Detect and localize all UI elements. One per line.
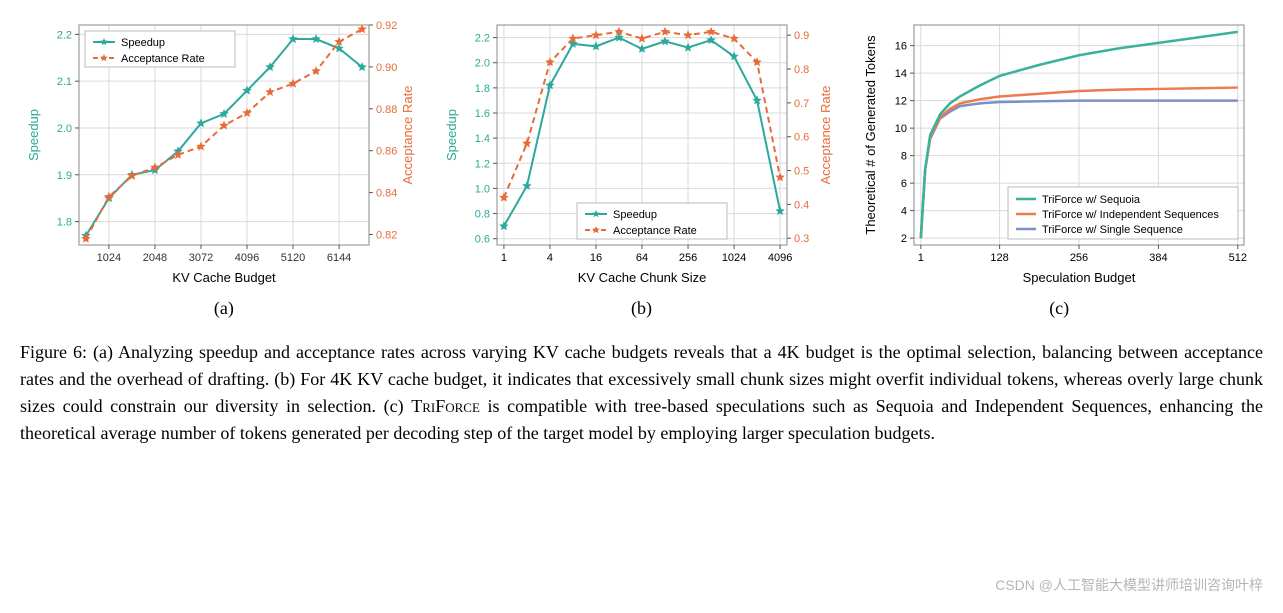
- figure-caption: Figure 6: (a) Analyzing speedup and acce…: [20, 339, 1263, 447]
- svg-text:1.8: 1.8: [474, 83, 489, 95]
- svg-text:0.4: 0.4: [794, 199, 809, 211]
- svg-text:2048: 2048: [143, 252, 167, 264]
- svg-text:Acceptance Rate: Acceptance Rate: [613, 225, 697, 237]
- svg-text:0.9: 0.9: [794, 30, 809, 42]
- svg-text:128: 128: [991, 252, 1009, 264]
- svg-text:0.6: 0.6: [474, 234, 489, 246]
- panel-a: 1.8 1.9 2.0 2.1 2.2 0.82 0.84 0.86 0.88 0.90 0.92 1…: [20, 10, 428, 319]
- caption-triforce: TriForce: [411, 396, 480, 416]
- svg-text:1.0: 1.0: [474, 183, 489, 195]
- chart-a-svg: 1.8 1.9 2.0 2.1 2.2 0.82 0.84 0.86 0.88 0.90 0.92 1…: [24, 10, 424, 290]
- svg-text:384: 384: [1149, 252, 1167, 264]
- svg-text:10: 10: [895, 123, 907, 135]
- svg-text:0.5: 0.5: [794, 166, 809, 178]
- svg-text:1.4: 1.4: [474, 133, 489, 145]
- svg-text:2.1: 2.1: [57, 76, 72, 88]
- panel-c: 2 4 6 8 10 12 14 16 1 128 256 384 512 Speculation Bud…: [855, 10, 1263, 319]
- svg-text:Speedup: Speedup: [613, 209, 657, 221]
- svg-text:1.9: 1.9: [57, 170, 72, 182]
- svg-text:Acceptance Rate: Acceptance Rate: [400, 85, 415, 184]
- svg-text:0.6: 0.6: [794, 132, 809, 144]
- svg-text:KV Cache Budget: KV Cache Budget: [172, 270, 276, 285]
- svg-text:2.0: 2.0: [57, 123, 72, 135]
- svg-text:4: 4: [901, 206, 907, 218]
- svg-text:TriForce w/ Sequoia: TriForce w/ Sequoia: [1042, 194, 1141, 206]
- svg-text:0.86: 0.86: [376, 146, 397, 158]
- svg-text:2.0: 2.0: [474, 58, 489, 70]
- svg-text:KV Cache Chunk Size: KV Cache Chunk Size: [577, 270, 706, 285]
- svg-text:1.8: 1.8: [57, 217, 72, 229]
- figure-row: 1.81.92.02.12.20.820.840.860.880.900.921…: [20, 10, 1263, 319]
- svg-text:TriForce w/ Single Sequence: TriForce w/ Single Sequence: [1042, 224, 1183, 236]
- svg-text:0.8: 0.8: [474, 209, 489, 221]
- svg-text:6: 6: [901, 178, 907, 190]
- chart-b-svg: 0.6 0.8 1.0 1.2 1.4 1.6 1.8 2.0 2.2 0.3 0.4 0.5 0.6 0…: [442, 10, 842, 290]
- sublabel-c: (c): [1049, 298, 1069, 319]
- sublabel-b: (b): [631, 298, 652, 319]
- svg-text:4: 4: [546, 252, 552, 264]
- panel-b: 0.6 0.8 1.0 1.2 1.4 1.6 1.8 2.0 2.2 0.3 0.4 0.5 0.6 0…: [438, 10, 846, 319]
- svg-text:4096: 4096: [767, 252, 791, 264]
- svg-text:256: 256: [678, 252, 696, 264]
- svg-text:1024: 1024: [721, 252, 745, 264]
- svg-text:1.6: 1.6: [474, 108, 489, 120]
- svg-text:4096: 4096: [235, 252, 259, 264]
- svg-text:Speculation Budget: Speculation Budget: [1023, 270, 1136, 285]
- svg-text:512: 512: [1229, 252, 1247, 264]
- svg-text:Speedup: Speedup: [444, 109, 459, 161]
- svg-text:Acceptance Rate: Acceptance Rate: [121, 53, 205, 65]
- svg-text:1: 1: [500, 252, 506, 264]
- svg-text:0.88: 0.88: [376, 104, 397, 116]
- svg-text:6144: 6144: [327, 252, 351, 264]
- svg-text:256: 256: [1070, 252, 1088, 264]
- svg-text:0.84: 0.84: [376, 188, 397, 200]
- svg-text:1: 1: [918, 252, 924, 264]
- svg-text:5120: 5120: [281, 252, 305, 264]
- svg-text:12: 12: [895, 96, 907, 108]
- svg-text:1.2: 1.2: [474, 158, 489, 170]
- svg-text:Speedup: Speedup: [121, 37, 165, 49]
- svg-text:Speedup: Speedup: [26, 109, 41, 161]
- sublabel-a: (a): [214, 298, 234, 319]
- svg-text:2.2: 2.2: [57, 29, 72, 41]
- svg-text:Acceptance Rate: Acceptance Rate: [818, 85, 833, 184]
- svg-text:8: 8: [901, 151, 907, 163]
- svg-text:16: 16: [895, 41, 907, 53]
- svg-text:14: 14: [895, 68, 907, 80]
- svg-text:1024: 1024: [97, 252, 121, 264]
- svg-text:3072: 3072: [189, 252, 213, 264]
- watermark-text: CSDN @人工智能大模型讲师培训咨询叶梓: [995, 575, 1263, 595]
- svg-text:Theoretical # of Generated Tok: Theoretical # of Generated Tokens: [863, 35, 878, 235]
- chart-c-svg: 2 4 6 8 10 12 14 16 1 128 256 384 512 Speculation Bud…: [859, 10, 1259, 290]
- svg-text:16: 16: [589, 252, 601, 264]
- svg-text:0.90: 0.90: [376, 62, 397, 74]
- svg-text:0.7: 0.7: [794, 98, 809, 110]
- svg-text:64: 64: [635, 252, 647, 264]
- svg-text:TriForce w/ Independent Sequen: TriForce w/ Independent Sequences: [1042, 209, 1219, 221]
- svg-text:0.82: 0.82: [376, 230, 397, 242]
- svg-text:2: 2: [901, 233, 907, 245]
- svg-text:0.92: 0.92: [376, 20, 397, 32]
- svg-text:0.3: 0.3: [794, 233, 809, 245]
- svg-text:0.8: 0.8: [794, 64, 809, 76]
- svg-text:2.2: 2.2: [474, 33, 489, 45]
